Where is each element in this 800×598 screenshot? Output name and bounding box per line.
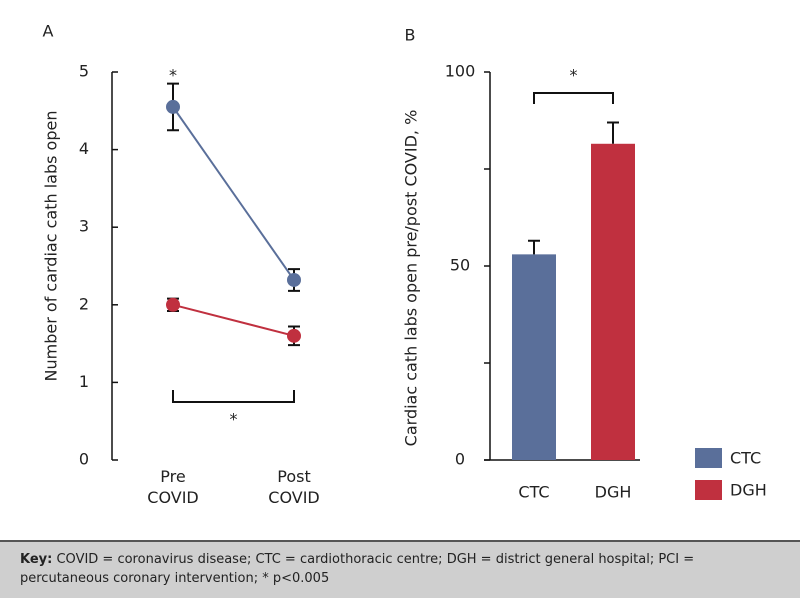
x-tick-label: Pre COVID <box>147 467 199 507</box>
bracket <box>533 92 614 104</box>
y-tick-label: 1 <box>79 372 89 391</box>
annotation: * <box>570 66 578 85</box>
y-tick-label: 5 <box>79 62 89 81</box>
y-tick-label: 2 <box>79 294 89 313</box>
legend-label: DGH <box>730 481 767 500</box>
footer: Key: COVID = coronavirus disease; CTC = … <box>0 540 800 598</box>
key-label: Key: <box>20 552 53 567</box>
legend-swatch <box>695 480 722 500</box>
y-tick-label: 100 <box>445 62 476 81</box>
x-tick-label: CTC <box>518 483 549 502</box>
bar <box>512 254 556 460</box>
y-tick-label: 50 <box>450 256 470 275</box>
bracket <box>172 390 295 403</box>
series-line <box>172 106 295 281</box>
y-tick-label: 0 <box>79 450 89 469</box>
legend-label: CTC <box>730 449 761 468</box>
legend-swatch <box>695 448 722 468</box>
bar <box>591 143 635 460</box>
error-bar <box>607 121 619 144</box>
point <box>166 297 180 312</box>
annotation: * <box>169 66 177 85</box>
chart: A 0 1 2 3 4 5 Number of cardiac cath labs open *… <box>42 22 767 502</box>
error-bar <box>528 239 540 255</box>
y-axis-title: Cardiac cath labs open pre/post COVID, % <box>402 110 421 447</box>
y-tick-label: 0 <box>455 450 465 469</box>
series-line <box>172 303 295 337</box>
panel-label: B <box>405 26 416 45</box>
panel-label: A <box>43 22 54 41</box>
key-text: COVID = coronavirus disease; CTC = cardi… <box>20 552 695 586</box>
point <box>166 99 180 114</box>
x-tick-label: Post COVID <box>268 467 320 507</box>
y-axis-title: Number of cardiac cath labs open <box>42 111 61 382</box>
point <box>287 272 301 287</box>
x-tick-label: DGH <box>595 483 632 502</box>
y-tick-label: 4 <box>79 139 89 158</box>
annotation: * <box>230 410 238 429</box>
point <box>287 328 301 343</box>
y-tick-label: 3 <box>79 217 89 236</box>
